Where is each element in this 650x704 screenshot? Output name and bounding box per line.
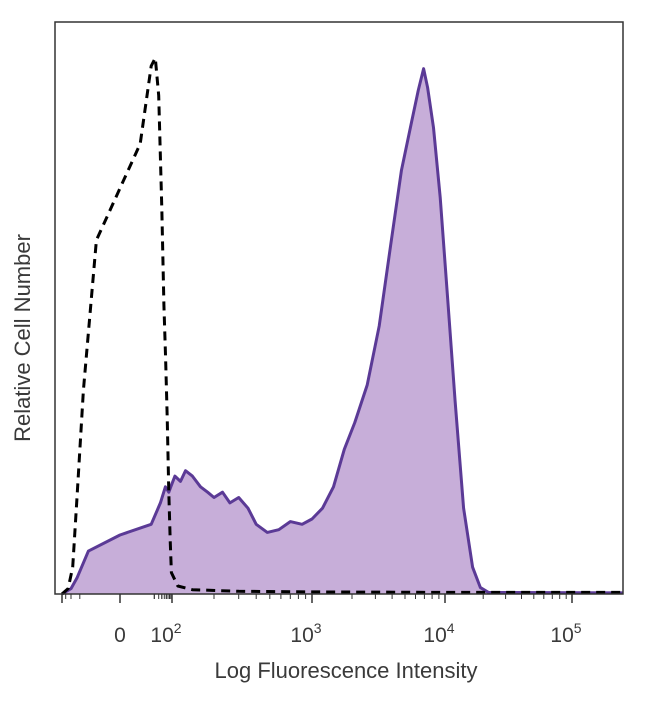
x-tick-label: 0: [114, 624, 126, 647]
x-tick-label-exponent: 3: [314, 620, 322, 636]
x-axis-title: Log Fluorescence Intensity: [215, 658, 478, 683]
histogram-line-solid: [61, 67, 624, 596]
x-tick-label: 105: [550, 620, 581, 647]
x-tick-label: 104: [423, 620, 454, 647]
series-layer: [61, 56, 624, 596]
x-tick-label-base: 10: [290, 624, 313, 647]
x-tick-label: 103: [290, 620, 321, 647]
x-tick-label-exponent: 2: [174, 620, 182, 636]
x-tick-label-base: 10: [150, 624, 173, 647]
x-tick-label-exponent: 5: [574, 620, 582, 636]
plot-frame: [54, 21, 624, 595]
x-tick-label-exponent: 4: [447, 620, 455, 636]
x-tick-label: 102: [150, 620, 181, 647]
y-axis-title: Relative Cell Number: [10, 234, 35, 442]
x-tick-label-base: 10: [423, 624, 446, 647]
histogram-line-dashed: [61, 56, 623, 596]
x-tick-label-base: 10: [550, 624, 573, 647]
histogram-fill-solid: [62, 68, 623, 594]
x-tick-label-base: 0: [114, 624, 126, 647]
tick-layer: 0 102 103 104 105: [61, 594, 582, 647]
